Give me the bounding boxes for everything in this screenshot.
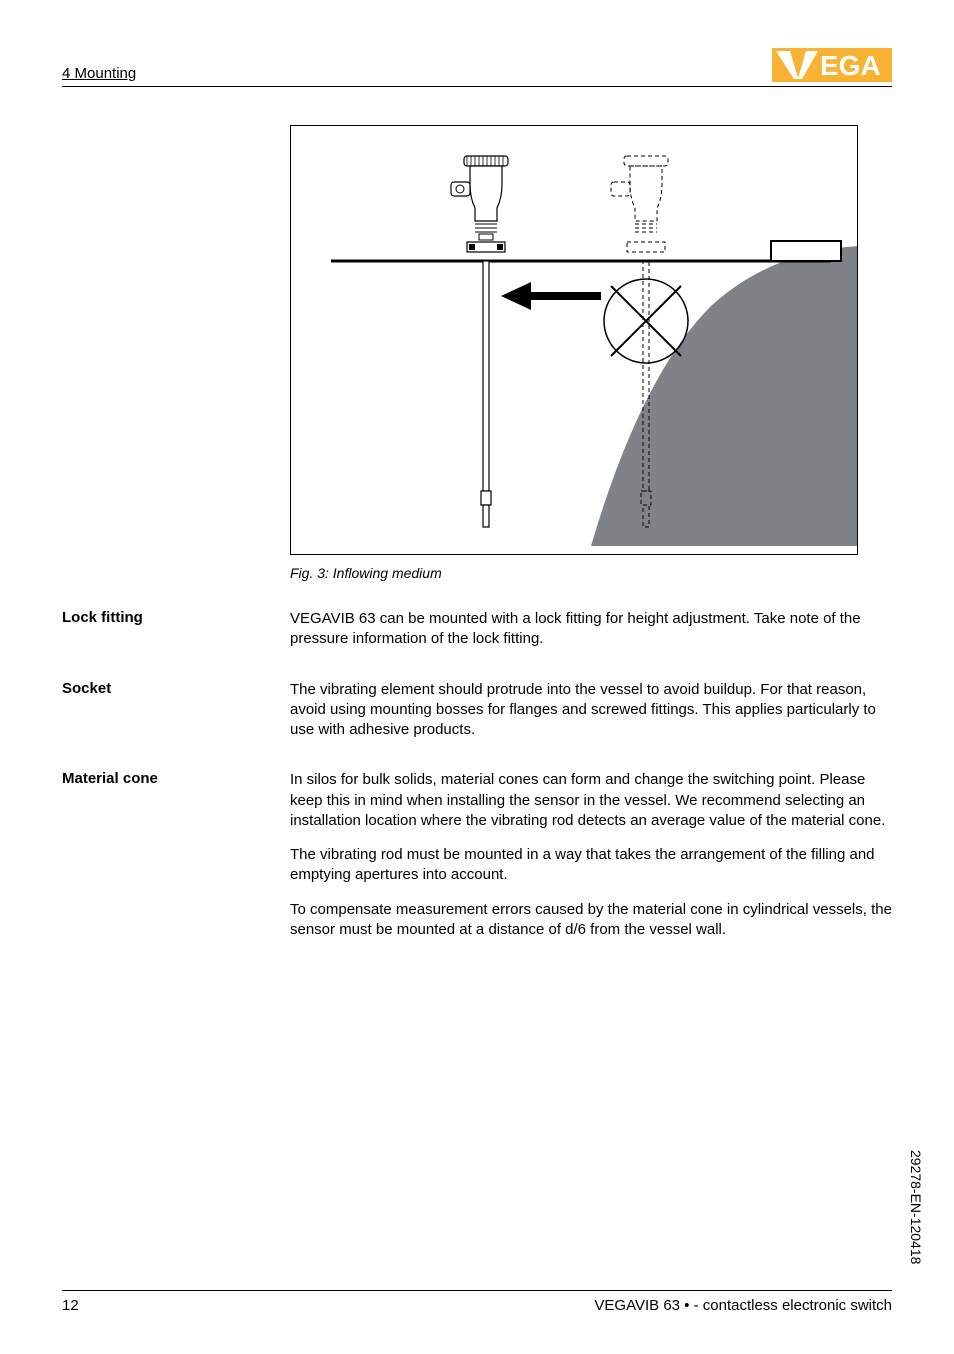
vega-logo: EGA	[772, 48, 892, 82]
figure-caption: Fig. 3: Inflowing medium	[290, 565, 892, 581]
section-title: 4 Mounting	[62, 65, 136, 82]
section-body: In silos for bulk solids, material cones…	[290, 770, 892, 954]
figure-3-box	[290, 125, 858, 555]
section-material-cone: Material cone In silos for bulk solids, …	[62, 770, 892, 954]
page-header: 4 Mounting EGA	[62, 48, 892, 87]
section-label: Socket	[62, 680, 290, 755]
product-name: VEGAVIB 63 • - contactless electronic sw…	[594, 1297, 892, 1314]
paragraph: VEGAVIB 63 can be mounted with a lock fi…	[290, 609, 892, 650]
document-code: 29278-EN-120418	[908, 1150, 924, 1264]
section-socket: Socket The vibrating element should prot…	[62, 680, 892, 755]
paragraph: To compensate measurement errors caused …	[290, 900, 892, 941]
section-label: Lock fitting	[62, 609, 290, 664]
section-label: Material cone	[62, 770, 290, 954]
svg-text:EGA: EGA	[820, 50, 881, 81]
page-footer: 12 VEGAVIB 63 • - contactless electronic…	[62, 1290, 892, 1314]
figure-area: Fig. 3: Inflowing medium	[290, 125, 892, 581]
section-body: VEGAVIB 63 can be mounted with a lock fi…	[290, 609, 892, 664]
paragraph: The vibrating rod must be mounted in a w…	[290, 845, 892, 886]
page-number: 12	[62, 1297, 79, 1314]
section-body: The vibrating element should protrude in…	[290, 680, 892, 755]
paragraph: The vibrating element should protrude in…	[290, 680, 892, 741]
section-lock-fitting: Lock fitting VEGAVIB 63 can be mounted w…	[62, 609, 892, 664]
paragraph: In silos for bulk solids, material cones…	[290, 770, 892, 831]
